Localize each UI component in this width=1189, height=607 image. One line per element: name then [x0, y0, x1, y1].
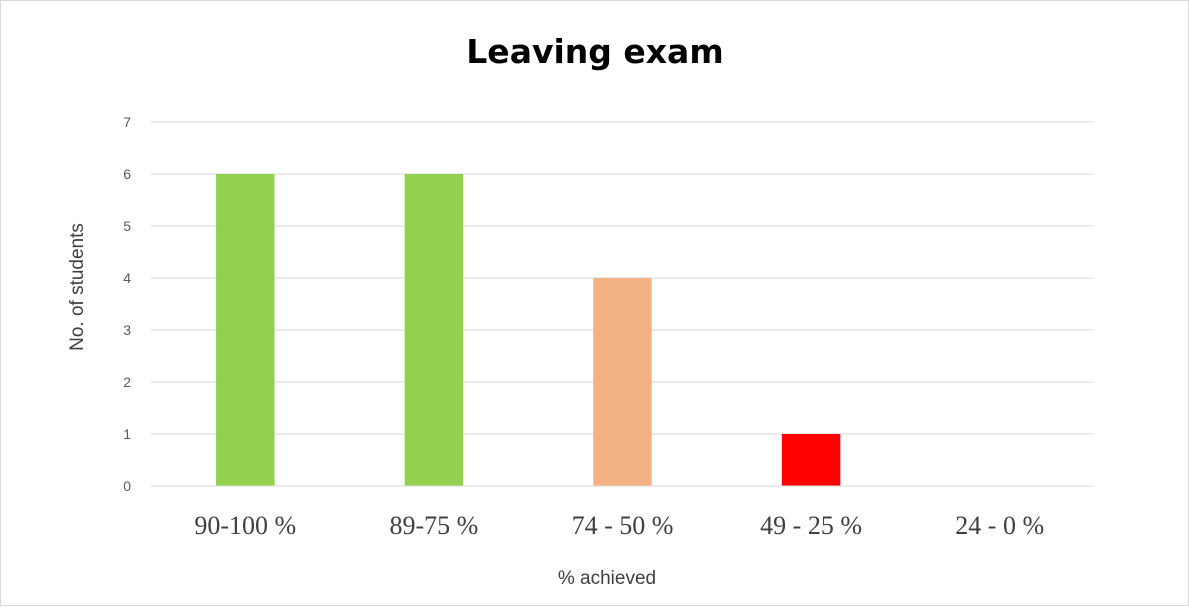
x-tick-label: 89-75 % — [389, 511, 478, 540]
chart-title: Leaving exam — [466, 32, 723, 71]
bar — [781, 434, 841, 486]
y-tick-label: 6 — [123, 166, 131, 182]
y-axis-ticks: 0 1 2 3 4 5 6 7 — [123, 114, 131, 494]
y-tick-label: 3 — [123, 322, 131, 338]
y-tick-label: 4 — [123, 270, 131, 286]
bar — [404, 174, 464, 486]
bar — [216, 174, 275, 486]
y-tick-label: 5 — [123, 218, 131, 234]
x-tick-label: 24 - 0 % — [955, 511, 1044, 540]
y-tick-label: 0 — [123, 478, 131, 494]
y-tick-label: 7 — [123, 114, 131, 130]
y-tick-label: 2 — [123, 374, 131, 390]
bar — [593, 278, 652, 486]
bars — [216, 174, 841, 486]
x-tick-label: 74 - 50 % — [572, 511, 674, 540]
y-axis-label: No. of students — [67, 223, 88, 351]
x-axis-ticks: 90-100 % 89-75 % 74 - 50 % 49 - 25 % 24 - 0 … — [194, 511, 1044, 540]
y-tick-label: 1 — [123, 426, 131, 442]
x-tick-label: 90-100 % — [194, 511, 296, 540]
x-axis-label: % achieved — [558, 568, 656, 589]
x-tick-label: 49 - 25 % — [760, 511, 862, 540]
